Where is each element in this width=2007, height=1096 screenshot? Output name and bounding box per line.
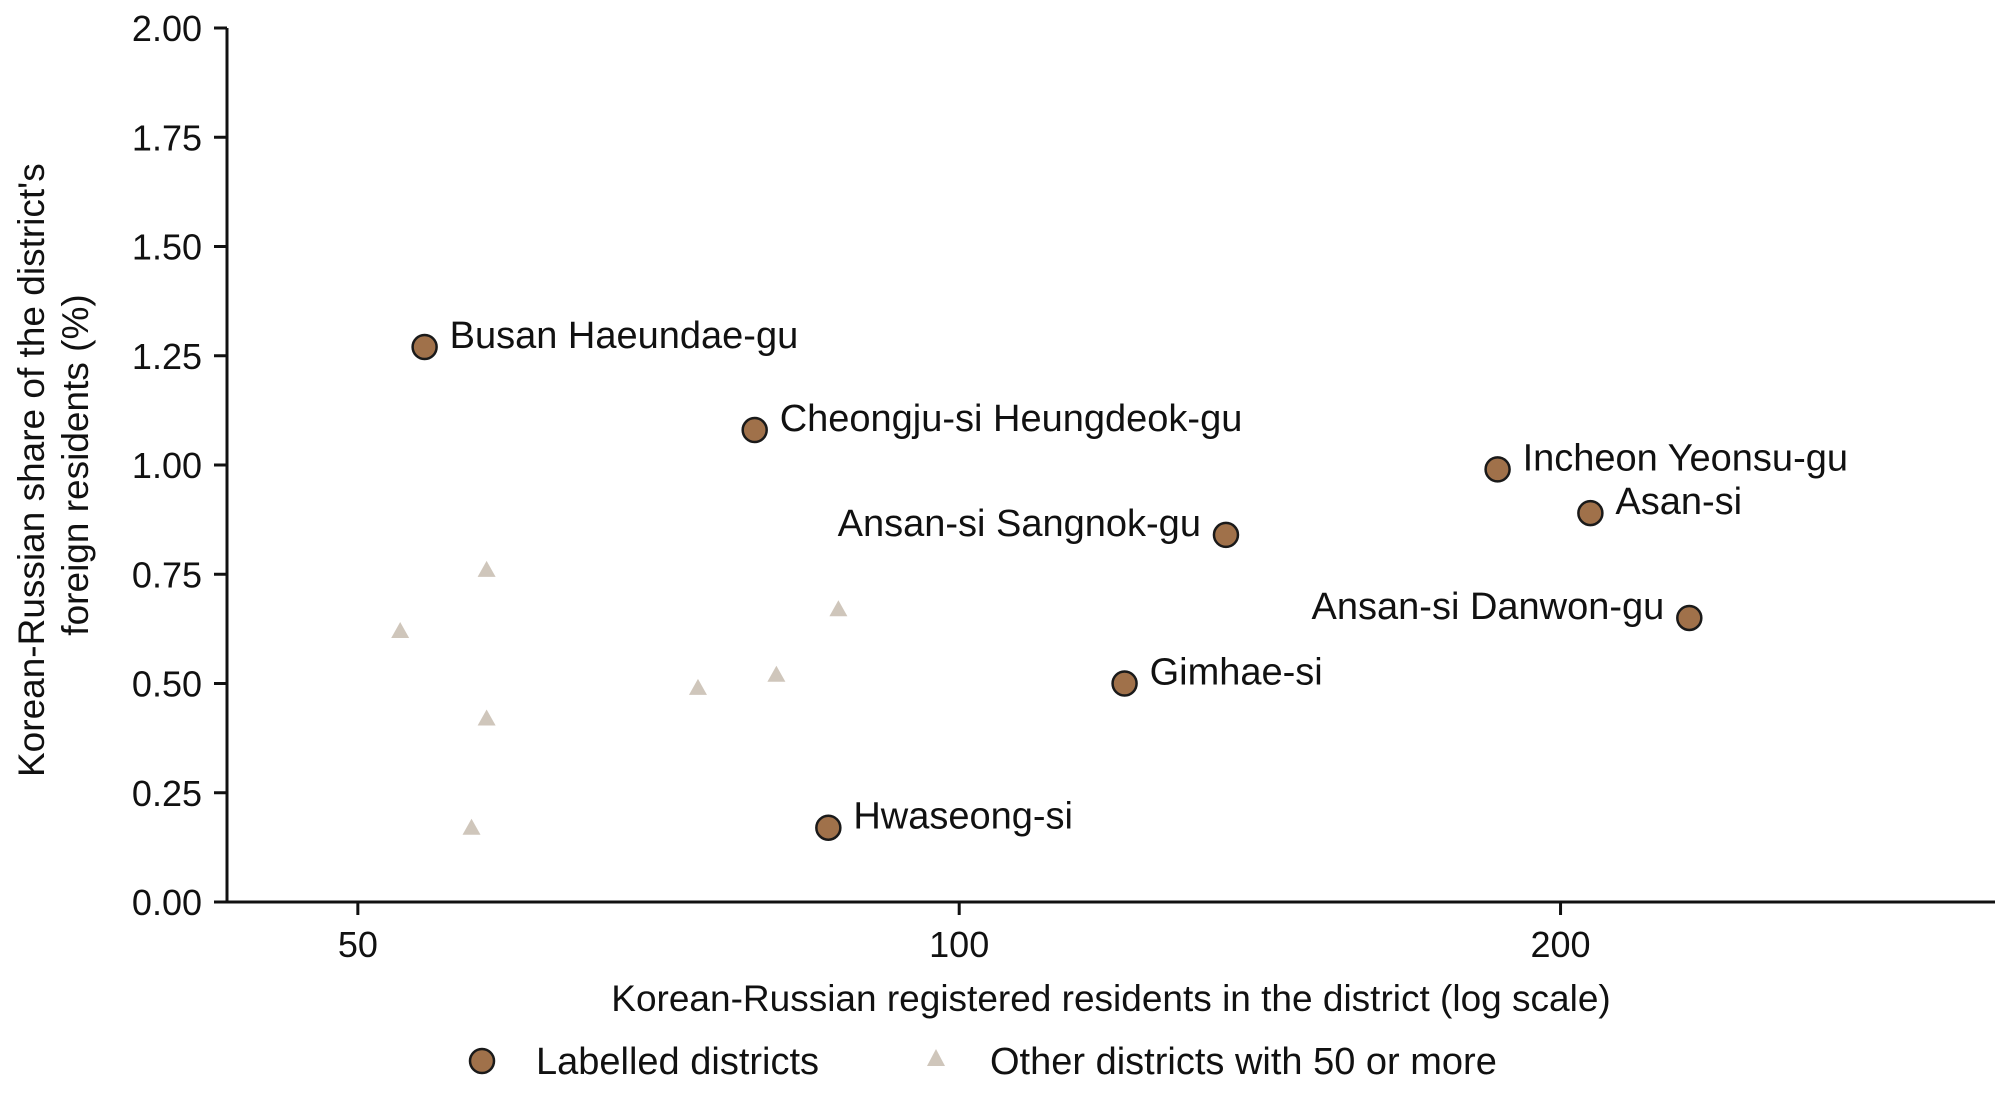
labelled-district-point [1111, 670, 1138, 697]
x-tick-label: 50 [338, 924, 378, 965]
y-tick-label: 1.25 [132, 336, 202, 377]
labelled-district-point [411, 333, 438, 361]
labelled-district-point [741, 416, 768, 444]
labelled-district-point [1484, 456, 1511, 483]
other-districts-series [391, 560, 848, 835]
legend-labelled-marker [468, 1047, 496, 1075]
legend-other-label: Other districts with 50 or more [990, 1041, 1497, 1083]
other-district-point [767, 665, 786, 682]
y-axis-title-line-1: Korean-Russian share of the district's [11, 163, 52, 777]
y-axis-title: Korean-Russian share of the district's f… [11, 153, 96, 777]
x-tick-label: 100 [929, 924, 989, 965]
labelled-districts-series: Busan Haeundae-gu Cheongju-si Heungdeok-g… [411, 315, 1848, 841]
other-district-point [477, 709, 496, 726]
y-tick-label: 0.25 [132, 773, 202, 814]
legend: Labelled districts Other districts with … [468, 1041, 1497, 1083]
x-tick-label: 200 [1531, 924, 1591, 965]
other-district-point [829, 600, 848, 617]
y-tick-label: 0.50 [132, 664, 202, 705]
point-label: Ansan-si Sangnok-gu [838, 503, 1201, 545]
other-district-point [477, 560, 496, 577]
labelled-district-point [1577, 499, 1604, 527]
y-tick-label: 0.00 [132, 882, 202, 923]
other-district-point [391, 622, 410, 639]
point-label: Busan Haeundae-gu [450, 315, 799, 357]
y-tick-label: 1.50 [132, 227, 202, 268]
labelled-district-point [1676, 604, 1703, 632]
point-label: Cheongju-si Heungdeok-gu [780, 398, 1243, 440]
labelled-district-point [815, 814, 842, 841]
point-label: Ansan-si Danwon-gu [1312, 586, 1665, 628]
labelled-district-point [1212, 521, 1240, 549]
point-label: Gimhae-si [1150, 652, 1323, 694]
legend-labelled-label: Labelled districts [536, 1041, 819, 1083]
point-label: Asan-si [1615, 481, 1742, 523]
y-ticks: 0.00 0.25 0.50 0.75 1.00 1.25 1.50 1.75 2.00 [132, 8, 227, 923]
y-tick-label: 1.75 [132, 117, 202, 158]
point-label: Incheon Yeonsu-gu [1523, 437, 1848, 479]
y-tick-label: 0.75 [132, 554, 202, 595]
other-district-point [462, 818, 481, 835]
y-tick-label: 2.00 [132, 8, 202, 49]
legend-other-marker [927, 1049, 945, 1066]
other-district-point [688, 678, 707, 695]
x-axis-title: Korean-Russian registered residents in t… [611, 978, 1610, 1019]
point-label: Hwaseong-si [853, 796, 1073, 838]
x-ticks: 50 100 200 [338, 902, 1591, 965]
y-tick-label: 1.00 [132, 445, 202, 486]
y-axis-title-line-2: foreign residents (%) [55, 294, 96, 635]
